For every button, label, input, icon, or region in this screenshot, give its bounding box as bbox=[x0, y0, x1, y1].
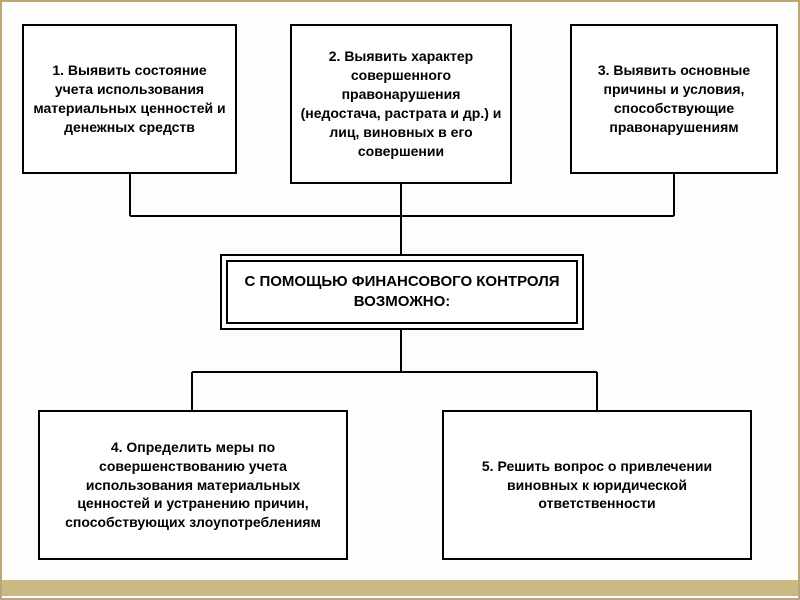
node-4: 4. Определить меры по совершенствованию … bbox=[38, 410, 348, 560]
bottom-band bbox=[2, 580, 798, 596]
center-node: С ПОМОЩЬЮ ФИНАНСОВОГО КОНТРОЛЯ ВОЗМОЖНО: bbox=[220, 254, 584, 330]
node-5-text: 5. Решить вопрос о привлечении виновных … bbox=[452, 457, 742, 514]
node-3: 3. Выявить основные причины и условия, с… bbox=[570, 24, 778, 174]
node-1: 1. Выявить состояние учета использования… bbox=[22, 24, 237, 174]
node-4-text: 4. Определить меры по совершенствованию … bbox=[48, 438, 338, 532]
node-2-text: 2. Выявить характер совершенного правона… bbox=[300, 47, 502, 160]
node-3-text: 3. Выявить основные причины и условия, с… bbox=[580, 61, 768, 137]
node-1-text: 1. Выявить состояние учета использования… bbox=[32, 61, 227, 137]
center-node-inner: С ПОМОЩЬЮ ФИНАНСОВОГО КОНТРОЛЯ ВОЗМОЖНО: bbox=[226, 260, 578, 324]
node-5: 5. Решить вопрос о привлечении виновных … bbox=[442, 410, 752, 560]
center-title: С ПОМОЩЬЮ ФИНАНСОВОГО КОНТРОЛЯ ВОЗМОЖНО: bbox=[244, 272, 560, 313]
diagram-canvas: 1. Выявить состояние учета использования… bbox=[0, 0, 800, 600]
node-2: 2. Выявить характер совершенного правона… bbox=[290, 24, 512, 184]
